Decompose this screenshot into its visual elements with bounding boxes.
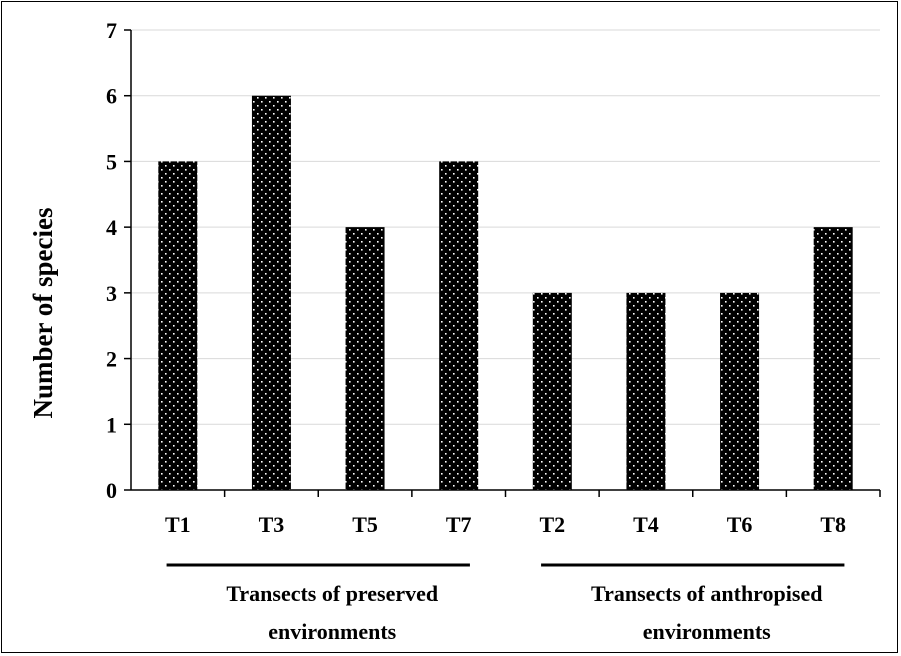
axes [130, 30, 880, 491]
y-tick-label: 2 [106, 347, 117, 372]
group-annotations: Transects of preserved environments Transe… [166, 563, 845, 644]
category-label-t7: T7 [446, 512, 472, 537]
y-ticks: 0 1 2 3 4 5 6 7 [106, 18, 131, 503]
bar-t3 [251, 95, 291, 490]
bar-t7 [439, 161, 479, 490]
y-tick-label: 7 [106, 18, 117, 43]
category-label-t3: T3 [259, 512, 285, 537]
y-tick-label: 6 [106, 84, 117, 109]
category-label-t2: T2 [539, 512, 565, 537]
category-label-t8: T8 [820, 512, 846, 537]
bar-t5 [345, 227, 385, 490]
y-tick-label: 1 [106, 412, 117, 437]
group-label-2-line1: Transects of anthropised [591, 581, 822, 606]
x-ticks [223, 490, 881, 497]
bar-t4 [626, 292, 666, 490]
y-tick-label: 0 [106, 478, 117, 503]
bar-t1 [158, 161, 198, 490]
category-label-t4: T4 [633, 512, 659, 537]
y-tick-label: 3 [106, 281, 117, 306]
bar-t6 [720, 292, 760, 490]
category-labels: T1 T3 T5 T7 T2 T4 T6 T8 [165, 512, 846, 537]
y-axis-title: Number of species [28, 208, 58, 419]
group-label-2-line2: environments [643, 619, 771, 644]
bar-t2 [532, 292, 572, 490]
category-label-t6: T6 [727, 512, 753, 537]
y-tick-label: 5 [106, 149, 117, 174]
bar-t8 [813, 227, 853, 490]
group-label-1-line1: Transects of preserved [226, 581, 438, 606]
gridlines [131, 29, 880, 425]
bars [158, 95, 853, 490]
category-label-t5: T5 [352, 512, 378, 537]
y-tick-label: 4 [106, 215, 117, 240]
group-label-1-line2: environments [268, 619, 396, 644]
category-label-t1: T1 [165, 512, 191, 537]
